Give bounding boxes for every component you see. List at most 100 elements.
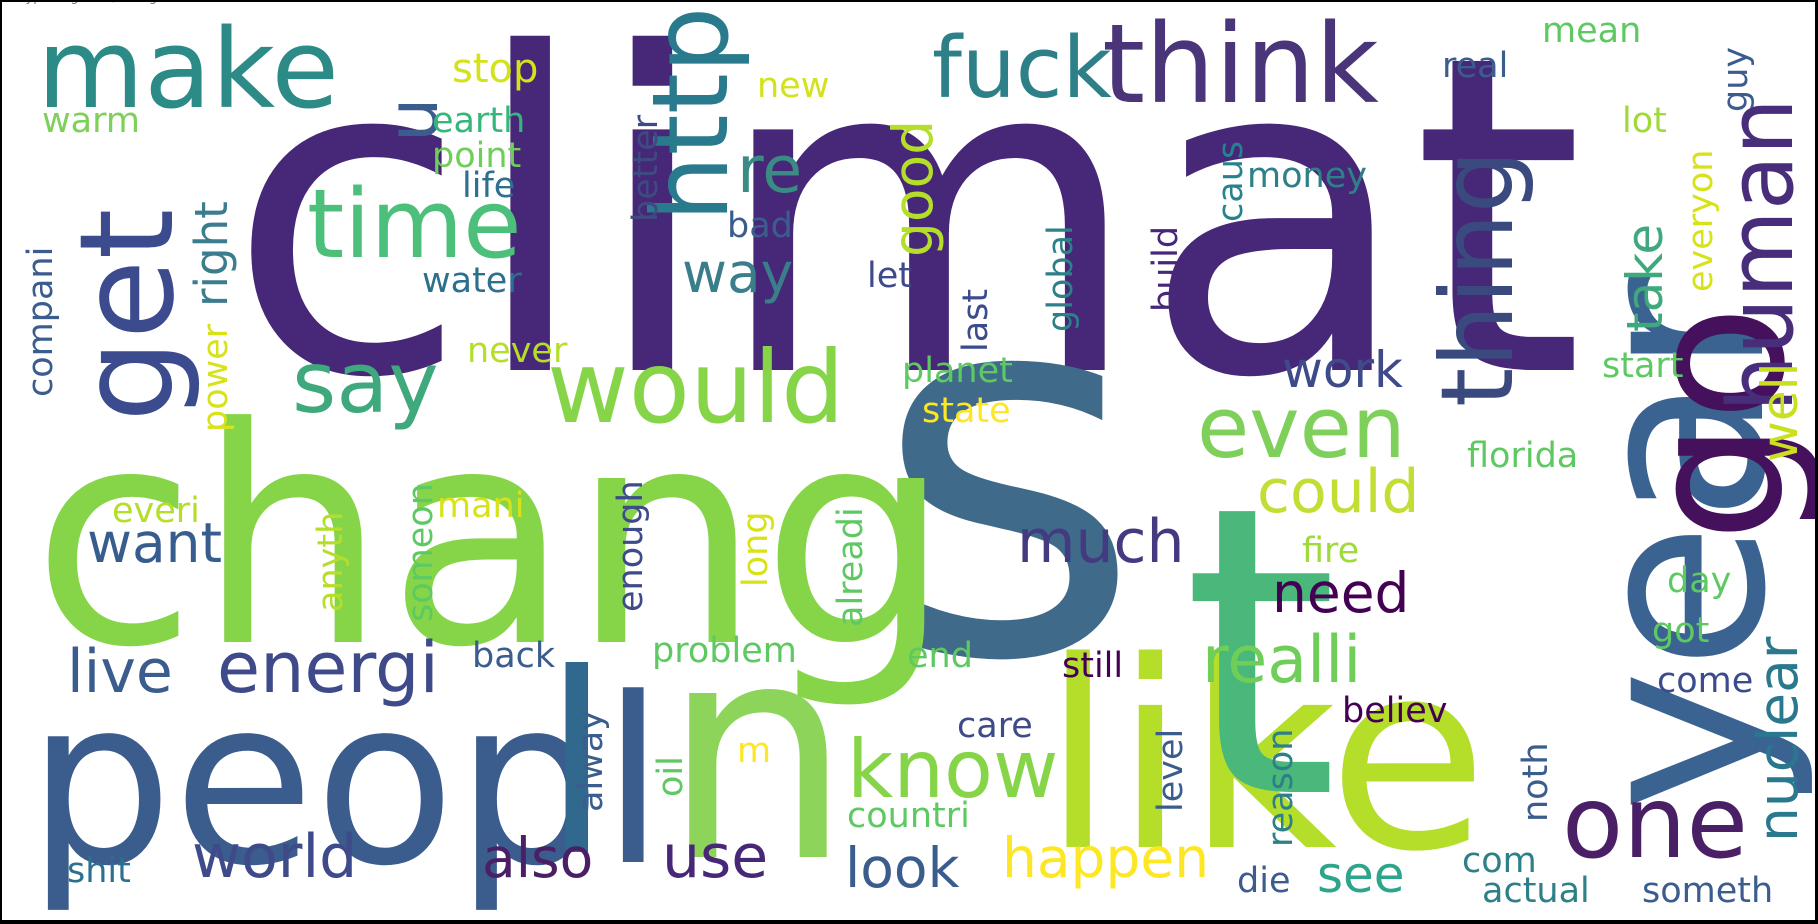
word-work: work [1282, 341, 1403, 399]
word-long: long [736, 511, 776, 587]
word-climat: climat [227, 2, 1584, 474]
word-go: go [1606, 305, 1815, 542]
word-well: well [1751, 363, 1809, 462]
word-world: world [192, 822, 357, 892]
caption-fragment: ...typ... ...g ... ..., ... ...g... [8, 2, 170, 5]
word-real: real [1442, 46, 1508, 86]
word-re: re [737, 133, 802, 208]
word-everi: everi [112, 491, 200, 531]
word-take: take [1616, 224, 1674, 332]
word-actual: actual [1482, 871, 1590, 911]
word-compani: compani [21, 247, 61, 397]
word-believ: believ [1342, 691, 1447, 731]
word-alreadi: alreadi [831, 507, 871, 627]
word-year: year [1539, 276, 1815, 812]
word-enough: enough [611, 480, 651, 612]
word-oil: oil [651, 756, 691, 797]
word-lot: lot [1622, 101, 1667, 141]
word-guy: guy [1716, 47, 1756, 112]
word-much: much [1017, 507, 1185, 577]
word-mani: mani [437, 486, 524, 526]
word-caus: caus [1211, 141, 1251, 222]
word-noth: noth [1516, 742, 1556, 822]
word-shit: shit [67, 851, 131, 891]
word-know: know [847, 723, 1058, 816]
word-earth: earth [432, 101, 525, 141]
word-com: com [1462, 841, 1537, 881]
word-start: start [1602, 346, 1684, 386]
word-power: power [196, 323, 236, 432]
word-like: like [1042, 607, 1488, 909]
word-point: point [432, 136, 521, 176]
word-get: get [51, 209, 203, 422]
word-energi: energi [217, 627, 439, 709]
word-still: still [1062, 646, 1123, 686]
word-alway: alway [571, 710, 611, 812]
word-good: good [881, 120, 945, 257]
word-realli: realli [1202, 623, 1361, 698]
word-day: day [1667, 561, 1731, 601]
word-one: one [1562, 764, 1748, 881]
word-make: make [37, 5, 339, 133]
word-would: would [547, 329, 845, 446]
word-fuck: fuck [932, 19, 1112, 118]
word-fire: fire [1302, 531, 1359, 571]
word-right: right [185, 201, 238, 307]
word-global: global [1041, 225, 1081, 332]
word-time: time [307, 170, 522, 280]
word-better: better [626, 114, 666, 222]
word-l: l [542, 620, 611, 911]
word-u: u [372, 98, 454, 142]
word-want: want [87, 511, 222, 575]
word-anyth: anyth [311, 512, 351, 612]
word-care: care [957, 706, 1033, 746]
word-thing: thing [1419, 150, 1536, 407]
word-end: end [907, 636, 973, 676]
word-countri: countri [847, 796, 970, 836]
word-water: water [422, 261, 522, 301]
word-state: state [922, 391, 1011, 431]
word-peopl: peopl [27, 650, 665, 917]
word-live: live [67, 637, 173, 707]
word-build: build [1146, 226, 1186, 312]
word-n: n [662, 579, 852, 920]
word-human: human [1709, 98, 1814, 412]
word-m: m [737, 731, 771, 771]
word-florida: florida [1467, 436, 1578, 476]
word-back: back [472, 636, 556, 676]
word-planet: planet [902, 351, 1013, 391]
word-need: need [1272, 561, 1409, 625]
word-life: life [462, 166, 515, 206]
word-mean: mean [1542, 11, 1641, 51]
word-got: got [1652, 611, 1709, 651]
word-s: s [872, 169, 1143, 775]
word-everyon: everyon [1681, 150, 1721, 292]
word-http: http [630, 6, 752, 222]
word-last: last [956, 289, 996, 352]
word-even: even [1197, 379, 1406, 478]
word-nuclear: nuclear [1746, 636, 1810, 842]
word-bad: bad [727, 206, 793, 246]
word-chang: chang [32, 364, 951, 713]
word-stop: stop [452, 46, 538, 92]
word-die: die [1237, 861, 1290, 901]
word-could: could [1257, 457, 1419, 527]
word-way: way [682, 241, 793, 305]
word-think: think [1102, 2, 1379, 128]
word-also: also [482, 826, 593, 890]
word-new: new [757, 66, 829, 106]
word-someth: someth [1642, 871, 1773, 911]
word-someon: someon [401, 483, 441, 622]
word-reason: reason [1261, 729, 1301, 847]
word-let: let [867, 256, 912, 296]
word-come: come [1657, 661, 1753, 701]
word-happen: happen [1002, 826, 1209, 890]
word-use: use [662, 822, 768, 892]
word-t: t [1182, 422, 1339, 887]
word-money: money [1247, 156, 1367, 196]
word-level: level [1151, 729, 1191, 812]
word-look: look [845, 836, 960, 900]
word-say: say [292, 334, 439, 433]
